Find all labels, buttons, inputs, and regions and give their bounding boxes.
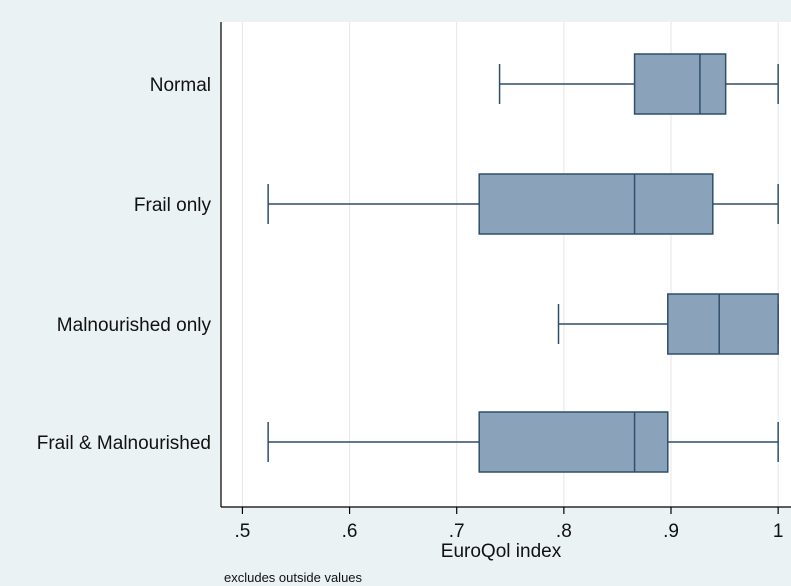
box bbox=[633, 53, 727, 115]
x-tick-label: .5 bbox=[234, 521, 250, 542]
x-tick-label: 1 bbox=[773, 521, 784, 542]
x-tick-label: .8 bbox=[556, 521, 572, 542]
boxes bbox=[267, 53, 779, 473]
box bbox=[478, 411, 669, 473]
x-tick-label: .6 bbox=[342, 521, 358, 542]
axes bbox=[220, 22, 791, 514]
x-tick-label: .9 bbox=[663, 521, 679, 542]
x-tick-label: .7 bbox=[449, 521, 465, 542]
category-labels: Normal Frail only Malnourished only Frail &… bbox=[37, 75, 212, 454]
box bbox=[667, 293, 779, 355]
chart-note: excludes outside values bbox=[224, 570, 363, 585]
box bbox=[478, 173, 714, 235]
box-group bbox=[498, 53, 779, 115]
category-label: Malnourished only bbox=[57, 315, 212, 336]
category-label: Frail only bbox=[134, 195, 212, 216]
box-group bbox=[267, 411, 779, 473]
box-group bbox=[557, 293, 779, 355]
x-tick-labels: .5 .6 .7 .8 .9 1 bbox=[234, 521, 783, 542]
category-label: Normal bbox=[150, 75, 211, 96]
category-label: Frail & Malnourished bbox=[37, 433, 211, 454]
box-group bbox=[267, 173, 779, 235]
x-axis-title: EuroQol index bbox=[441, 541, 562, 562]
